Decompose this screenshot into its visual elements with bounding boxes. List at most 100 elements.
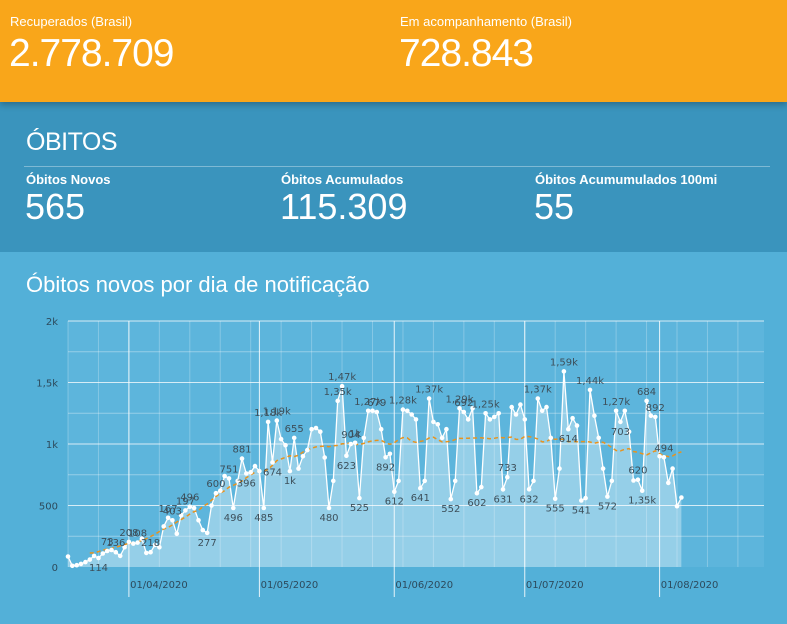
data-label: 692	[454, 398, 473, 409]
data-point	[618, 419, 623, 425]
data-point	[100, 551, 106, 556]
data-point	[513, 412, 519, 417]
data-point	[635, 477, 641, 483]
data-point	[552, 496, 558, 502]
obitos-title: ÓBITOS	[26, 128, 118, 156]
data-point	[113, 549, 119, 555]
data-point	[122, 545, 127, 550]
y-tick-label: 1,5k	[36, 379, 58, 390]
data-label: 733	[498, 463, 517, 474]
data-point	[231, 505, 236, 511]
data-point	[91, 553, 97, 559]
series-area	[68, 371, 682, 567]
data-point	[483, 411, 488, 416]
data-point	[479, 484, 484, 490]
data-point	[309, 426, 314, 432]
data-point	[322, 455, 328, 460]
data-point	[213, 490, 219, 496]
data-label: 525	[350, 503, 369, 514]
data-label: 114	[89, 563, 108, 574]
data-point	[422, 478, 428, 484]
acompanhamento-value: 728.843	[399, 32, 534, 75]
data-point	[318, 429, 323, 435]
data-point	[609, 478, 615, 484]
data-label: 892	[376, 462, 395, 473]
data-point	[117, 553, 123, 559]
data-point	[505, 474, 510, 480]
data-point	[165, 515, 171, 521]
data-label: 1,44k	[576, 376, 604, 387]
x-tick-label: 01/05/2020	[261, 580, 319, 591]
data-label: 655	[285, 424, 304, 435]
data-point	[492, 414, 497, 420]
data-label: 1,18k	[254, 408, 282, 419]
data-point	[348, 441, 354, 447]
obitos-divider	[24, 166, 770, 167]
y-tick-label: 500	[39, 502, 58, 513]
data-point	[305, 447, 310, 453]
data-label: 1,37k	[415, 385, 443, 396]
data-point	[339, 383, 345, 389]
data-label: 485	[254, 513, 273, 524]
data-label: 614	[559, 434, 578, 445]
data-label: 1,59k	[550, 357, 578, 368]
data-point	[352, 440, 358, 446]
data-label: 631	[493, 494, 512, 505]
data-point	[657, 454, 662, 459]
data-point	[409, 412, 415, 417]
data-point	[187, 504, 193, 510]
data-point	[191, 505, 197, 511]
data-point	[622, 408, 628, 414]
data-point	[204, 530, 210, 536]
data-label: 1,25k	[472, 399, 500, 410]
x-tick-label: 01/06/2020	[395, 580, 453, 591]
data-point	[104, 548, 110, 554]
data-point	[544, 404, 549, 410]
data-label: 396	[237, 479, 256, 490]
data-label: 73	[101, 537, 114, 548]
data-label: 1,19k	[263, 407, 291, 418]
data-point	[487, 417, 493, 422]
data-point	[109, 547, 114, 553]
data-point	[509, 404, 514, 410]
data-point	[639, 488, 645, 494]
data-point	[200, 527, 206, 533]
data-label: 612	[385, 497, 404, 508]
data-label: 674	[263, 467, 282, 478]
data-point	[626, 429, 632, 435]
data-label: 496	[180, 493, 199, 504]
data-point	[152, 542, 158, 548]
data-point	[74, 562, 79, 568]
data-point	[644, 398, 649, 404]
data-point	[218, 488, 223, 494]
y-tick-label: 0	[52, 563, 58, 574]
data-point	[226, 476, 232, 481]
y-tick-label: 1k	[46, 440, 58, 451]
data-point	[96, 555, 101, 561]
x-tick-label: 01/07/2020	[526, 580, 584, 591]
data-point	[209, 503, 214, 508]
data-point	[174, 531, 180, 537]
data-point	[161, 524, 166, 529]
data-point	[579, 498, 584, 503]
data-label: 572	[598, 502, 617, 513]
data-label: 197	[176, 496, 195, 507]
data-point	[252, 463, 258, 469]
data-label: 684	[637, 387, 656, 398]
data-label: 218	[141, 538, 160, 549]
obitos-100mi-value: 55	[534, 186, 575, 227]
data-point	[278, 436, 284, 442]
data-label: 136	[106, 538, 125, 549]
data-point	[405, 408, 410, 414]
data-point	[178, 513, 184, 518]
data-label: 703	[611, 427, 630, 438]
data-point	[157, 545, 162, 550]
data-point	[670, 466, 675, 471]
data-point	[235, 478, 240, 484]
data-label: 751	[219, 464, 238, 475]
data-label: 1k	[284, 476, 296, 487]
data-point	[296, 466, 301, 471]
data-point	[87, 557, 93, 562]
data-point	[261, 505, 267, 511]
data-point	[131, 541, 136, 546]
